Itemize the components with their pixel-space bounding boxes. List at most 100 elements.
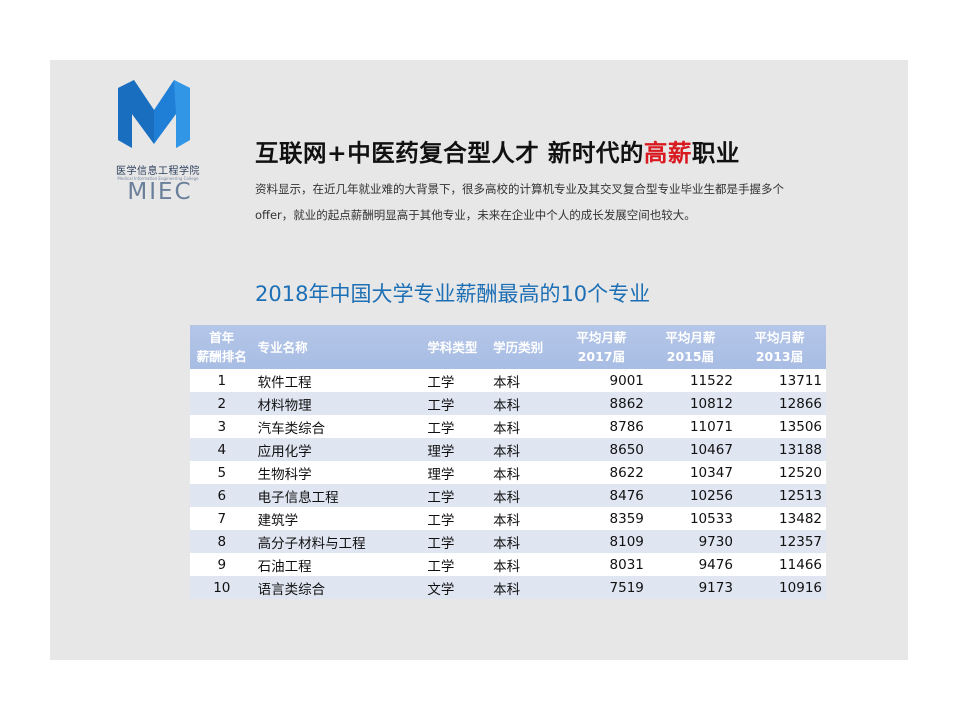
cell-rank: 8 (217, 533, 227, 550)
cell-salary-2015: 10467 (689, 441, 733, 458)
table-row: 3 汽车类综合 工学 本科 8786 11071 13506 (190, 415, 826, 438)
cell-edu: 本科 (493, 466, 521, 483)
cell-edu: 本科 (493, 535, 521, 552)
cell-salary-2017: 8109 (609, 533, 644, 550)
header-salary-2015: 平均月薪 2015届 (665, 330, 716, 364)
cell-rank: 7 (217, 510, 227, 527)
cell-type: 工学 (427, 420, 455, 437)
headline-suffix: 职业 (691, 139, 740, 167)
logo-english-name: Medical Information Engineering College (117, 176, 199, 181)
table-row: 7 建筑学 工学 本科 8359 10533 13482 (190, 507, 826, 530)
cell-salary-2013: 12866 (779, 395, 822, 412)
cell-type: 理学 (427, 466, 455, 483)
cell-salary-2017: 8786 (609, 418, 644, 435)
cell-name: 生物科学 (257, 466, 312, 483)
cell-type: 工学 (427, 397, 455, 414)
slide-panel: 医学信息工程学院 Medical Information Engineering… (50, 60, 908, 660)
table-row: 9 石油工程 工学 本科 8031 9476 11466 (190, 553, 826, 576)
cell-salary-2017: 8031 (609, 556, 644, 573)
m-logo-icon (118, 80, 190, 148)
cell-salary-2013: 12357 (779, 533, 822, 550)
cell-name: 软件工程 (257, 374, 312, 391)
table-title: 2018年中国大学专业薪酬最高的10个专业 (255, 282, 651, 306)
cell-rank: 6 (217, 487, 227, 504)
cell-salary-2015: 10256 (689, 487, 733, 504)
cell-salary-2013: 13506 (779, 418, 822, 435)
cell-salary-2013: 12513 (779, 487, 822, 504)
cell-salary-2015: 10533 (689, 510, 733, 527)
cell-edu: 本科 (493, 558, 521, 575)
header-salary-2017: 平均月薪 2017届 (576, 330, 627, 364)
table-row: 10 语言类综合 文学 本科 7519 9173 10916 (190, 576, 826, 599)
table-row: 1 软件工程 工学 本科 9001 11522 13711 (190, 369, 826, 392)
table-row: 5 生物科学 理学 本科 8622 10347 12520 (190, 461, 826, 484)
cell-salary-2013: 11466 (779, 556, 822, 573)
table-row: 6 电子信息工程 工学 本科 8476 10256 12513 (190, 484, 826, 507)
cell-type: 文学 (427, 581, 455, 598)
cell-salary-2017: 9001 (609, 372, 644, 389)
cell-salary-2013: 13482 (779, 510, 822, 527)
cell-name: 应用化学 (257, 443, 312, 460)
cell-salary-2017: 7519 (609, 579, 644, 596)
cell-salary-2013: 13188 (779, 441, 822, 458)
cell-name: 高分子材料与工程 (257, 535, 366, 552)
salary-table-wrapper: 首年 薪酬排名 专业名称 学科类型 学历类别 平均月薪 2017届 平均月薪 2015… (190, 325, 826, 599)
cell-rank: 3 (217, 418, 227, 435)
intro-paragraph: 资料显示，在近几年就业难的大背景下，很多高校的计算机专业及其交叉复合型专业毕业生… (255, 182, 784, 222)
logo-chinese-name: 医学信息工程学院 (116, 166, 200, 177)
cell-edu: 本科 (493, 420, 521, 437)
header-salary-2013: 平均月薪 2013届 (754, 330, 805, 364)
cell-salary-2017: 8359 (609, 510, 644, 527)
cell-salary-2013: 10916 (779, 579, 822, 596)
cell-edu: 本科 (493, 489, 521, 506)
table-header-row: 首年 薪酬排名 专业名称 学科类型 学历类别 平均月薪 2017届 平均月薪 2015… (190, 325, 826, 369)
cell-type: 工学 (427, 512, 455, 529)
cell-name: 电子信息工程 (257, 489, 339, 506)
cell-type: 工学 (427, 489, 455, 506)
table-row: 2 材料物理 工学 本科 8862 10812 12866 (190, 392, 826, 415)
cell-edu: 本科 (493, 443, 521, 460)
cell-type: 工学 (427, 558, 455, 575)
cell-type: 工学 (427, 535, 455, 552)
cell-salary-2017: 8476 (609, 487, 644, 504)
header-type: 学科类型 (427, 339, 478, 355)
logo-abbreviation: MIEC (127, 179, 193, 205)
headline-highlight: 高薪 (643, 139, 692, 167)
cell-salary-2013: 12520 (779, 464, 822, 481)
cell-salary-2015: 10812 (689, 395, 733, 412)
cell-salary-2015: 9173 (698, 579, 733, 596)
cell-name: 石油工程 (257, 558, 312, 575)
cell-name: 材料物理 (257, 397, 312, 414)
cell-edu: 本科 (493, 397, 521, 414)
cell-rank: 5 (217, 464, 227, 481)
cell-rank: 2 (217, 395, 227, 412)
cell-edu: 本科 (493, 581, 521, 598)
header-edu: 学历类别 (493, 339, 544, 355)
cell-name: 汽车类综合 (257, 420, 326, 437)
cell-salary-2017: 8622 (609, 464, 644, 481)
header-name: 专业名称 (257, 339, 308, 355)
headline: 互联网+中医药复合型人才 新时代的高薪职业 (255, 134, 740, 168)
cell-salary-2015: 10347 (689, 464, 733, 481)
cell-salary-2013: 13711 (779, 372, 822, 389)
cell-edu: 本科 (493, 512, 521, 529)
salary-table: 首年 薪酬排名 专业名称 学科类型 学历类别 平均月薪 2017届 平均月薪 2015… (190, 325, 826, 599)
cell-rank: 9 (217, 556, 227, 573)
miec-logo: 医学信息工程学院 Medical Information Engineering… (112, 78, 204, 205)
headline-prefix: 互联网+中医药复合型人才 新时代的 (255, 139, 644, 167)
cell-salary-2017: 8650 (609, 441, 644, 458)
cell-rank: 4 (217, 441, 227, 458)
header-rank: 首年 薪酬排名 (196, 330, 247, 364)
cell-rank: 10 (213, 579, 231, 596)
cell-name: 语言类综合 (257, 581, 326, 598)
cell-name: 建筑学 (257, 512, 299, 529)
cell-salary-2017: 8862 (609, 395, 644, 412)
cell-edu: 本科 (493, 374, 521, 391)
cell-type: 理学 (427, 443, 455, 460)
table-row: 8 高分子材料与工程 工学 本科 8109 9730 12357 (190, 530, 826, 553)
table-row: 4 应用化学 理学 本科 8650 10467 13188 (190, 438, 826, 461)
cell-type: 工学 (427, 374, 455, 391)
cell-salary-2015: 9730 (698, 533, 733, 550)
cell-salary-2015: 9476 (698, 556, 733, 573)
cell-salary-2015: 11071 (689, 418, 733, 435)
